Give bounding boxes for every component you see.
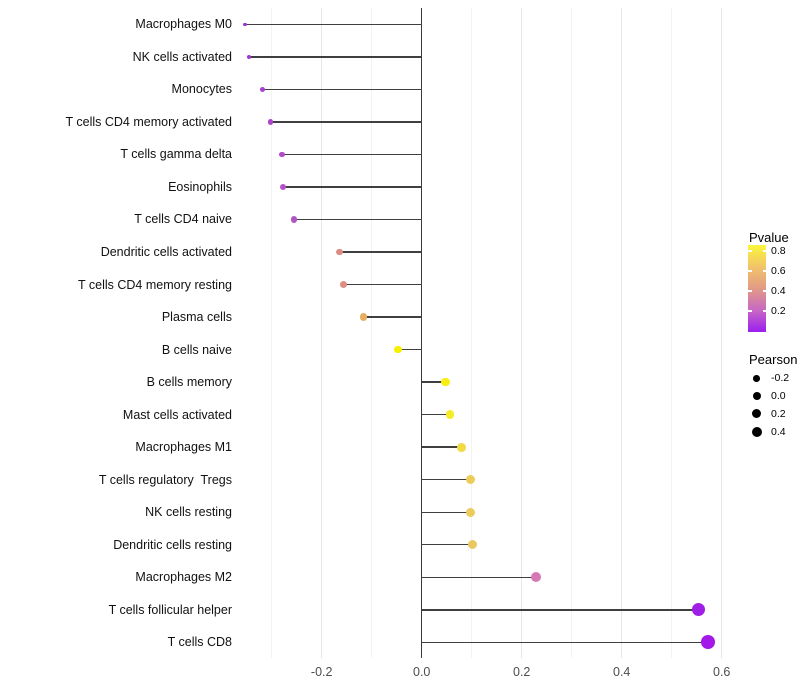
major-gridline xyxy=(721,8,723,658)
lollipop-dot xyxy=(466,507,476,517)
lollipop-dot xyxy=(359,313,367,321)
gradient-tick-left xyxy=(748,250,752,252)
gradient-tick-right xyxy=(762,290,766,292)
lollipop-dot xyxy=(259,86,265,92)
lollipop-dot xyxy=(530,572,541,583)
lollipop-stem xyxy=(421,511,471,513)
lollipop-stem xyxy=(343,283,422,286)
pearson-size-dot xyxy=(751,426,762,437)
lollipop-stem xyxy=(363,316,422,318)
x-axis-tick-label: 0.6 xyxy=(712,665,731,679)
lollipop-dot xyxy=(290,216,297,223)
lollipop-stem xyxy=(262,88,422,91)
pvalue-gradient-bar xyxy=(748,245,766,332)
y-axis-label: Eosinophils xyxy=(168,179,232,194)
lollipop-stem xyxy=(421,446,462,448)
lollipop-dot xyxy=(267,119,273,125)
y-axis-label: Macrophages M0 xyxy=(135,17,232,32)
lollipop-stem xyxy=(421,544,473,546)
y-axis-label: Macrophages M2 xyxy=(135,570,232,585)
major-gridline xyxy=(621,8,623,658)
lollipop-dot xyxy=(466,475,476,485)
lollipop-dot xyxy=(441,377,450,387)
lollipop-dot xyxy=(279,183,286,190)
gradient-tick-right xyxy=(762,250,766,252)
lollipop-stem xyxy=(421,413,451,416)
pearson-size-dot xyxy=(752,409,762,419)
y-axis-label: Dendritic cells resting xyxy=(113,537,232,552)
gradient-tick-left xyxy=(748,310,752,312)
lollipop-dot xyxy=(691,603,705,617)
lollipop-dot xyxy=(335,248,343,256)
y-axis-label: B cells naive xyxy=(161,342,232,357)
lollipop-dot xyxy=(247,54,252,59)
lollipop-stem xyxy=(245,23,422,25)
y-axis-label: Plasma cells xyxy=(161,309,232,324)
lollipop-stem xyxy=(421,609,699,611)
lollipop-stem xyxy=(282,186,422,188)
x-axis-tick-label: 0.4 xyxy=(612,665,631,679)
minor-gridline xyxy=(671,8,673,658)
y-axis-label: Mast cells activated xyxy=(122,407,232,422)
y-axis-label: T cells follicular helper xyxy=(108,602,232,617)
lollipop-dot xyxy=(393,345,402,354)
lollipop-dot xyxy=(701,635,716,650)
lollipop-stem xyxy=(421,576,536,578)
pearson-size-dot xyxy=(753,375,760,382)
y-axis-label: Dendritic cells activated xyxy=(100,244,232,259)
y-axis-label: T cells CD4 naive xyxy=(134,212,232,227)
gradient-tick-right xyxy=(762,270,766,272)
pearson-legend-title: Pearson xyxy=(749,352,798,367)
lollipop-stem xyxy=(421,641,709,644)
pearson-size-label: 0.0 xyxy=(771,389,786,402)
y-axis-label: NK cells activated xyxy=(132,49,232,64)
lollipop-stem xyxy=(270,121,422,123)
pearson-size-label: -0.2 xyxy=(771,372,790,385)
gradient-tick-right xyxy=(762,310,766,312)
lollipop-stem xyxy=(339,251,422,253)
y-axis-label: NK cells resting xyxy=(145,505,232,519)
minor-gridline xyxy=(271,8,273,658)
pearson-size-dot xyxy=(752,392,761,401)
lollipop-stem xyxy=(249,56,422,58)
lollipop-stem xyxy=(421,381,446,383)
pvalue-tick-label: 0.8 xyxy=(771,244,786,257)
y-axis-label: T cells regulatory Tregs xyxy=(98,472,232,487)
x-axis-tick-label: 0.2 xyxy=(512,665,531,679)
pvalue-legend-title: Pvalue xyxy=(749,230,789,245)
lollipop-stem xyxy=(421,479,471,481)
x-axis-tick-label: 0.0 xyxy=(412,665,431,679)
pvalue-tick-label: 0.6 xyxy=(771,264,786,277)
gradient-tick-left xyxy=(748,270,752,272)
lollipop-stem xyxy=(293,218,422,221)
x-axis-tick-label: -0.2 xyxy=(310,665,333,679)
gradient-tick-left xyxy=(748,290,752,292)
pvalue-tick-label: 0.2 xyxy=(771,304,786,317)
pearson-size-label: 0.2 xyxy=(771,407,786,420)
y-axis-label: T cells CD8 xyxy=(167,635,232,650)
lollipop-stem xyxy=(397,348,422,351)
lollipop-dot xyxy=(278,151,285,158)
pearson-size-label: 0.4 xyxy=(771,425,786,438)
y-axis-label: Macrophages M1 xyxy=(135,439,232,454)
lollipop-dot xyxy=(243,22,247,27)
lollipop-dot xyxy=(339,281,347,289)
zero-axis-line xyxy=(421,8,423,658)
lollipop-dot xyxy=(445,410,455,419)
minor-gridline xyxy=(371,8,373,658)
y-axis-label: T cells CD4 memory resting xyxy=(78,277,232,292)
lollipop-dot xyxy=(468,540,478,550)
y-axis-label: T cells gamma delta xyxy=(120,147,232,162)
major-gridline xyxy=(521,8,523,658)
major-gridline xyxy=(321,8,323,658)
pvalue-tick-label: 0.4 xyxy=(771,284,786,297)
lollipop-dot xyxy=(456,442,466,452)
y-axis-label: Monocytes xyxy=(171,82,232,97)
minor-gridline xyxy=(471,8,473,658)
y-axis-label: T cells CD4 memory activated xyxy=(65,114,233,129)
y-axis-label: B cells memory xyxy=(146,374,232,389)
minor-gridline xyxy=(571,8,573,658)
lollipop-stem xyxy=(281,153,422,156)
